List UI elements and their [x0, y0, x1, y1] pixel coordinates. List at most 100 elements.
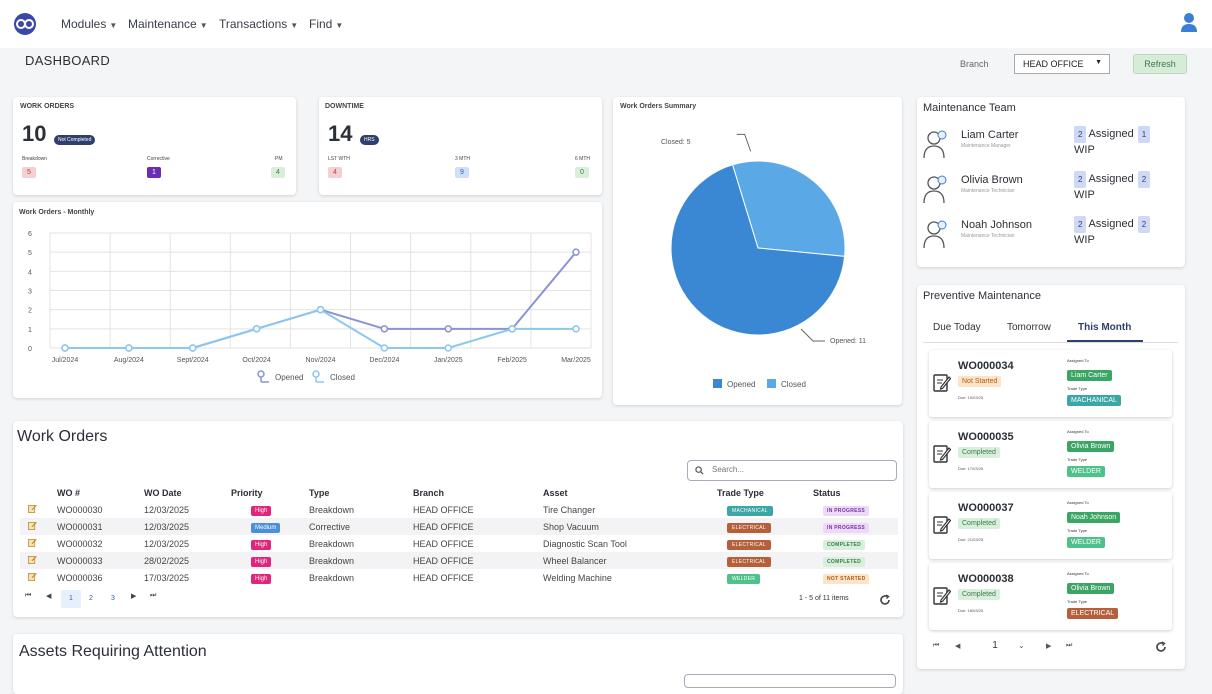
first-page-icon[interactable]: ⏮	[25, 592, 32, 599]
pie-slice-closed[interactable]	[731, 160, 846, 257]
branch-select[interactable]: HEAD OFFICE ▼	[1014, 54, 1110, 74]
pm-work-order-card[interactable]: WO000035 Completed Due: 17/03/25 Assigned T…	[929, 421, 1172, 488]
pm-wo-number: WO000037	[958, 502, 1014, 514]
legend-item-closed[interactable]: Closed	[312, 370, 355, 383]
data-point-opened[interactable]	[444, 325, 452, 333]
edit-icon[interactable]	[28, 555, 37, 564]
table-row[interactable]: WO000033 28/02/2025 High Breakdown HEAD OFFI…	[20, 552, 898, 569]
pie-slice-opened[interactable]	[670, 164, 846, 336]
data-point-closed[interactable]	[508, 325, 516, 333]
data-point-opened[interactable]	[380, 325, 389, 333]
status-cell: COMPLETED	[813, 552, 898, 569]
page-button[interactable]: 1	[61, 590, 81, 608]
team-member-row[interactable]: Liam Carter Maintenance Manager 2 Assigned 1…	[917, 121, 1185, 165]
trade-type-badge: MACHANICAL	[727, 505, 773, 516]
data-point-closed[interactable]	[572, 325, 580, 333]
stat-value[interactable]: 4	[271, 167, 285, 178]
stat-value[interactable]: 1	[147, 167, 161, 178]
assigned-count-badge: 2	[1074, 171, 1087, 188]
column-header[interactable]: Priority	[231, 488, 263, 498]
refresh-icon[interactable]	[1155, 641, 1167, 653]
chevron-down-icon: ▼	[290, 21, 299, 30]
nav-find[interactable]: Find ▼	[309, 17, 343, 31]
next-page-icon[interactable]: ▶	[1046, 643, 1052, 650]
tab-this-month[interactable]: This Month	[1078, 322, 1132, 333]
assets-search-input[interactable]	[684, 674, 896, 688]
next-page-icon[interactable]: ▶	[131, 593, 137, 600]
team-member-row[interactable]: Olivia Brown Maintenance Technician 2 Assig…	[917, 166, 1185, 210]
wo-date-cell: 28/02/2025	[144, 552, 231, 569]
data-point-closed[interactable]	[316, 305, 325, 314]
data-point-closed[interactable]	[444, 344, 452, 352]
pm-due-date: Due: 15/03/25	[958, 395, 984, 400]
prev-page-icon[interactable]: ◀	[955, 643, 961, 650]
edit-icon[interactable]	[28, 572, 37, 581]
wo-number-cell: WO000036	[57, 572, 103, 583]
data-point-closed[interactable]	[380, 344, 389, 352]
last-page-icon[interactable]: ⏭	[150, 592, 157, 599]
wip-label: WIP	[1074, 234, 1095, 246]
data-point-opened[interactable]	[572, 248, 580, 256]
user-profile-icon[interactable]	[1180, 12, 1198, 32]
edit-icon[interactable]	[28, 538, 37, 547]
tab-due-today[interactable]: Due Today	[933, 322, 981, 333]
page-button[interactable]: 3	[111, 595, 115, 602]
pm-page-number[interactable]: 1	[992, 640, 998, 651]
refresh-button[interactable]: Refresh	[1133, 54, 1187, 74]
stat-value[interactable]: 5	[22, 167, 36, 178]
kpi-title: WORK ORDERS	[20, 103, 75, 110]
nav-maintenance[interactable]: Maintenance ▼	[128, 17, 208, 31]
data-point-closed[interactable]	[125, 344, 133, 352]
edit-document-icon[interactable]	[933, 372, 951, 392]
nav-find-label: Find	[309, 17, 333, 31]
stat-value[interactable]: 4	[328, 167, 342, 178]
pm-status-badge: Completed	[958, 447, 1000, 458]
work-orders-search[interactable]	[687, 460, 897, 481]
last-page-icon[interactable]: ⏭	[1066, 642, 1073, 649]
edit-document-icon[interactable]	[933, 514, 951, 534]
column-header[interactable]: Trade Type	[717, 488, 764, 498]
data-point-closed[interactable]	[252, 325, 261, 333]
table-row[interactable]: WO000030 12/03/2025 High Breakdown HEAD OFFI…	[20, 501, 898, 518]
legend-item-opened[interactable]: Opened	[257, 370, 303, 383]
page-button[interactable]: 2	[89, 595, 93, 602]
stat-value[interactable]: 0	[575, 167, 589, 178]
column-header[interactable]: Branch	[413, 488, 445, 498]
nav-modules[interactable]: Modules ▼	[61, 17, 117, 31]
legend-item-opened[interactable]: Opened	[713, 379, 755, 389]
edit-document-icon[interactable]	[933, 585, 951, 605]
chart-title: Work Orders - Monthly	[19, 209, 95, 216]
column-header[interactable]: Asset	[543, 488, 568, 498]
pm-work-order-card[interactable]: WO000037 Completed Due: 21/03/25 Assigned T…	[929, 492, 1172, 559]
chevron-down-icon[interactable]: ⌄	[1018, 641, 1025, 650]
edit-icon[interactable]	[28, 521, 37, 530]
column-header[interactable]: Type	[309, 488, 330, 498]
edit-icon[interactable]	[28, 504, 37, 513]
tab-tomorrow[interactable]: Tomorrow	[1007, 322, 1051, 333]
app-logo-icon[interactable]	[10, 13, 40, 35]
table-row[interactable]: WO000032 12/03/2025 High Breakdown HEAD OFFI…	[20, 535, 898, 552]
pm-work-order-card[interactable]: WO000038 Completed Due: 18/03/25 Assigned T…	[929, 563, 1172, 630]
first-page-icon[interactable]: ⏮	[933, 642, 940, 649]
team-member-role: Maintenance Technician	[961, 188, 1015, 194]
nav-transactions[interactable]: Transactions ▼	[219, 17, 298, 31]
edit-document-icon[interactable]	[933, 443, 951, 463]
team-member-row[interactable]: Noah Johnson Maintenance Technician 2 Assig…	[917, 211, 1185, 255]
data-point-closed[interactable]	[189, 344, 197, 352]
prev-page-icon[interactable]: ◀	[46, 593, 52, 600]
stat-label: LST WTH	[328, 156, 350, 162]
search-input[interactable]	[710, 464, 894, 475]
column-header[interactable]: WO #	[57, 488, 81, 498]
table-row[interactable]: WO000036 17/03/2025 High Breakdown HEAD OFFI…	[20, 569, 898, 586]
stat-value[interactable]: 9	[455, 167, 469, 178]
type-cell: Breakdown	[309, 552, 413, 569]
column-header[interactable]: Status	[813, 488, 841, 498]
type-cell: Breakdown	[309, 504, 355, 515]
team-member-workload: 2 Assigned 2 WIP	[1074, 216, 1174, 248]
table-row[interactable]: WO000031 12/03/2025 Medium Corrective HEAD O…	[20, 518, 898, 535]
column-header[interactable]: WO Date	[144, 488, 182, 498]
pm-work-order-card[interactable]: WO000034 Not Started Due: 15/03/25 Assigned…	[929, 350, 1172, 417]
refresh-icon[interactable]	[879, 594, 891, 606]
legend-item-closed[interactable]: Closed	[767, 379, 806, 389]
data-point-closed[interactable]	[61, 344, 69, 352]
